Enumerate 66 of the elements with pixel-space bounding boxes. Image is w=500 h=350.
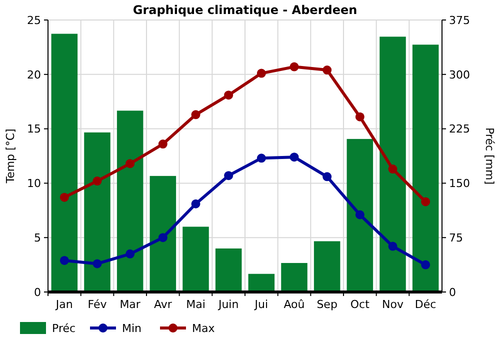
y2-tick-label: 75 [449, 231, 463, 244]
x-tick-label: Aoû [284, 298, 305, 311]
y2-tick-label: 375 [449, 14, 470, 27]
bar [248, 274, 275, 292]
x-tick-label: Fév [88, 298, 108, 311]
legend-label: Min [122, 322, 142, 335]
y-axis-title: Temp [°C] [4, 128, 17, 184]
chart-title: Graphique climatique - Aberdeen [132, 3, 358, 17]
point [322, 172, 332, 182]
point [355, 112, 364, 122]
point [256, 68, 266, 78]
x-tick-label: Jan [54, 298, 73, 311]
y-tick-label: 0 [34, 286, 41, 299]
y2-tick-label: 225 [449, 122, 470, 136]
bar [84, 132, 110, 292]
bar [412, 44, 439, 292]
legend-label: Max [192, 322, 216, 335]
point [92, 259, 102, 268]
point [191, 110, 200, 120]
x-tick-label: Avr [154, 298, 172, 311]
bar [215, 248, 242, 292]
bar [314, 241, 340, 292]
point [126, 249, 135, 258]
point [290, 62, 299, 72]
x-tick-label: Jui [254, 298, 268, 311]
y-tick-label: 25 [27, 14, 41, 27]
point [224, 90, 234, 100]
point [388, 164, 398, 174]
point [126, 159, 135, 168]
bar [116, 110, 144, 292]
x-tick-label: Mar [120, 298, 141, 311]
y-tick-label: 5 [34, 231, 41, 244]
point [60, 256, 69, 265]
y-tick-label: 15 [27, 122, 41, 136]
bar [281, 262, 308, 292]
y2-tick-label: 0 [449, 286, 456, 299]
bar [380, 36, 406, 292]
y2-axis-title: Préc [mm] [483, 127, 496, 185]
point [92, 176, 102, 186]
point [256, 154, 266, 163]
x-tick-label: Mai [186, 298, 206, 311]
point [421, 260, 430, 270]
y-tick-label: 10 [27, 177, 41, 190]
x-tick-label: Nov [382, 298, 404, 311]
point [158, 140, 168, 149]
x-tick-label: Juin [217, 298, 239, 311]
bar [182, 226, 209, 292]
y2-tick-label: 150 [449, 177, 470, 190]
bar [346, 138, 374, 292]
y-tick-label: 20 [27, 68, 41, 82]
x-tick-label: Déc [414, 298, 436, 311]
point [158, 233, 168, 242]
bar [150, 176, 176, 292]
x-tick-label: Oct [350, 298, 370, 311]
point [224, 171, 234, 180]
point [290, 152, 299, 162]
point [60, 192, 69, 202]
point [322, 66, 332, 75]
x-tick-label: Sep [316, 298, 338, 311]
point [191, 199, 200, 208]
point [421, 197, 430, 206]
point [388, 242, 398, 251]
bar [51, 34, 78, 292]
point [355, 210, 364, 220]
legend-label: Préc [52, 322, 76, 335]
y2-tick-label: 300 [449, 68, 470, 82]
